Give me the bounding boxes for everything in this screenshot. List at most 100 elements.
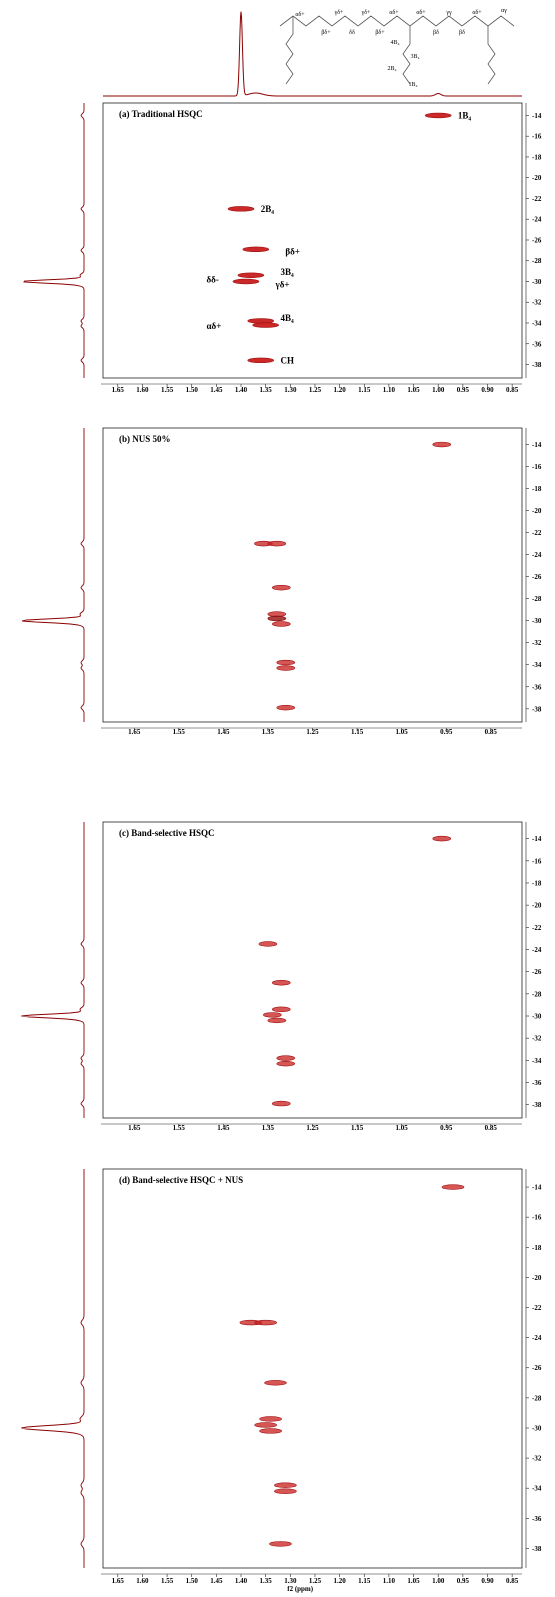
y-tick-label: -20 <box>532 174 542 182</box>
x-tick-label: 1.50 <box>186 386 199 394</box>
x-tick-label: 1.25 <box>306 728 319 736</box>
plot-frame <box>102 1168 523 1569</box>
cross-peak <box>267 1017 287 1024</box>
panel-title: (a) Traditional HSQC <box>119 109 203 119</box>
x-tick-label: 1.45 <box>210 386 223 394</box>
x-tick-label: 1.05 <box>396 728 409 736</box>
cross-peak <box>258 941 278 947</box>
x-tick-label: 1.15 <box>358 1577 371 1585</box>
x-tick-label: 1.25 <box>309 386 322 394</box>
y-tick-label: -22 <box>532 195 542 203</box>
cross-peak <box>252 322 279 328</box>
x-tick-label: 0.85 <box>506 386 519 394</box>
y-tick-label: -26 <box>532 968 542 976</box>
x-tick-label: 1.60 <box>136 1577 149 1585</box>
y-tick-label: -28 <box>532 595 542 603</box>
peak-label: 4B₄ <box>280 313 294 323</box>
spectrum-panel: (b) NUS 50% 1.65 1.55 1.45 1.35 1.25 1.15 1.05 0… <box>22 427 542 736</box>
y-tick-label: -20 <box>532 902 542 910</box>
y-tick-label: -28 <box>532 990 542 998</box>
cross-peak <box>247 357 275 364</box>
y-tick-label: -34 <box>532 320 542 328</box>
cross-peak <box>237 272 265 278</box>
structure-label: 1B₄ <box>408 82 417 88</box>
panel-title: (c) Band-selective HSQC <box>119 828 214 838</box>
spectrum-panel: (a) Traditional HSQC 1.65 1.60 1.55 1.50 1.45… <box>23 102 542 394</box>
peak-label: αδ+ <box>207 321 222 331</box>
x-tick-label: 1.10 <box>383 1577 396 1585</box>
y-tick-label: -16 <box>532 463 542 471</box>
cross-peak <box>432 441 452 448</box>
y-tick-label: -24 <box>532 216 542 224</box>
y-tick-label: -26 <box>532 1364 542 1372</box>
cross-peak <box>264 1380 287 1386</box>
cross-peak <box>259 1416 282 1422</box>
cross-peak <box>432 835 452 842</box>
y-tick-label: -36 <box>532 340 542 348</box>
structure-label: βδ <box>459 30 465 36</box>
structure-branch-left <box>285 16 294 85</box>
x-tick-label: 1.30 <box>284 386 297 394</box>
y-tick-label: -14 <box>532 112 542 120</box>
hsqc-panels: (a) Traditional HSQC 1.65 1.60 1.55 1.50 1.45… <box>21 102 542 1593</box>
y-tick-label: -36 <box>532 1079 542 1087</box>
x-tick-label: 1.05 <box>407 386 420 394</box>
x-tick-label: 1.00 <box>432 386 445 394</box>
peak-label: 2B₄ <box>261 204 275 214</box>
cross-peak <box>441 1184 465 1190</box>
x-tick-label: 1.45 <box>217 728 230 736</box>
f1-projection-spectrum <box>22 428 85 722</box>
x-tick-label: 1.15 <box>351 1124 364 1132</box>
y-tick-label: -34 <box>532 1485 542 1493</box>
x-tick-label: 1.35 <box>262 1124 275 1132</box>
x-tick-label: 1.55 <box>161 386 174 394</box>
x-tick-label: 1.35 <box>262 728 275 736</box>
structure-label: 2B₄ <box>387 66 396 72</box>
panel-title: (d) Band-selective HSQC + NUS <box>119 1175 243 1185</box>
x-tick-label: 0.95 <box>440 1124 453 1132</box>
x-tick-label: 1.05 <box>407 1577 420 1585</box>
x-tick-label: 1.35 <box>260 386 273 394</box>
structure-label: βδ <box>433 30 439 36</box>
cross-peak <box>271 621 291 627</box>
y-tick-label: -36 <box>532 683 542 691</box>
peak-label: βδ+ <box>285 246 300 256</box>
x-tick-label: 0.90 <box>481 386 494 394</box>
f1-projection-trace <box>22 428 85 722</box>
y-tick-label: -36 <box>532 1515 542 1523</box>
cross-peak <box>276 1060 296 1067</box>
x-tick-label: 1.45 <box>210 1577 223 1585</box>
f1-projection-trace <box>21 822 85 1118</box>
y-tick-label: -38 <box>532 705 542 713</box>
cross-peak <box>267 611 287 617</box>
cross-peak <box>271 1100 291 1107</box>
x-tick-label: 1.40 <box>235 1577 248 1585</box>
f2-projection-spectrum <box>103 11 522 97</box>
cross-peak <box>227 206 255 212</box>
x-tick-label: 1.50 <box>186 1577 199 1585</box>
y-tick-label: -24 <box>532 946 542 954</box>
y-tick-label: -28 <box>532 1394 542 1402</box>
y-tick-label: -14 <box>532 1184 542 1192</box>
f2-projection-trace <box>103 11 522 97</box>
structure-branch-middle <box>402 26 411 85</box>
structure-label: βδ+ <box>321 30 331 36</box>
cross-peak <box>274 1488 297 1494</box>
cross-peak <box>424 112 452 119</box>
structure-label: 3B₄ <box>410 54 419 60</box>
x-tick-label: 1.15 <box>358 386 371 394</box>
cross-peak <box>232 278 260 285</box>
peak-label: 3B₄ <box>280 267 294 277</box>
structure-label: αδ+ <box>416 10 426 16</box>
x-tick-label: 1.65 <box>112 386 125 394</box>
cross-peak <box>254 1319 277 1326</box>
x-tick-label: 1.65 <box>128 1124 141 1132</box>
x-tick-label: 1.45 <box>217 1124 230 1132</box>
x-tick-label: 1.05 <box>396 1124 409 1132</box>
structure-label: γδ+ <box>361 10 371 16</box>
x-tick-label: 1.55 <box>173 728 186 736</box>
x-tick-label: 1.40 <box>235 386 248 394</box>
x-tick-label: 1.30 <box>284 1577 297 1585</box>
y-tick-label: -18 <box>532 153 542 161</box>
x-tick-label: 1.25 <box>309 1577 322 1585</box>
